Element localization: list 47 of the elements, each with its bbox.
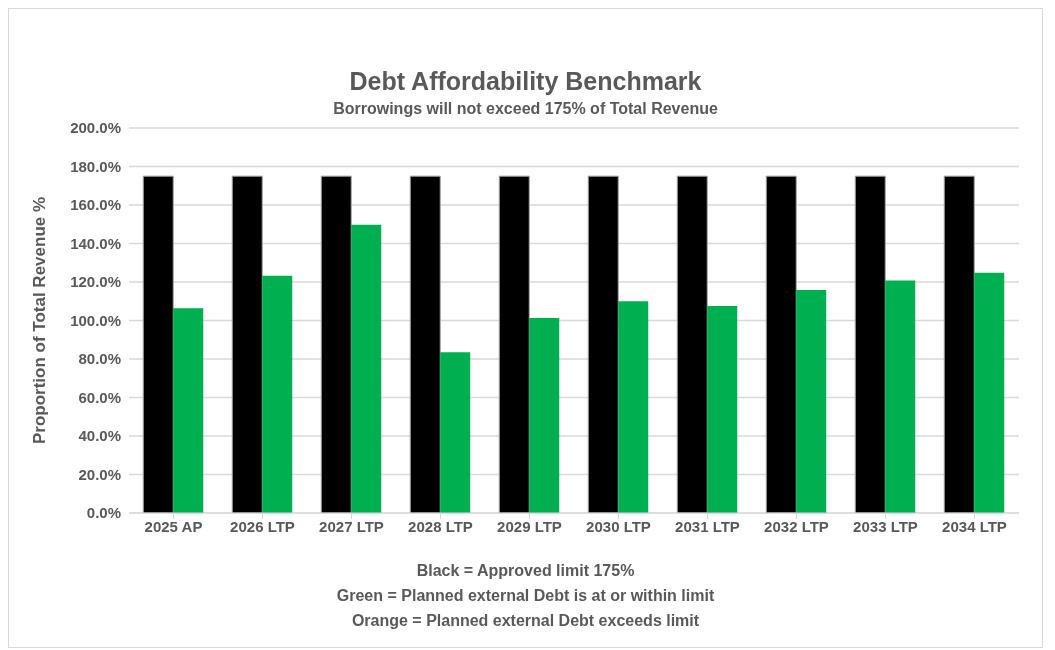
chart-subtitle: Borrowings will not exceed 175% of Total Revenue: [332, 100, 719, 118]
bar: [974, 272, 1005, 513]
bar: [498, 175, 530, 513]
x-tick-label: 2029 LTP: [497, 517, 562, 535]
bar: [529, 318, 560, 513]
bar: [231, 175, 263, 513]
y-tick-label: 100.0%: [70, 311, 121, 329]
bar: [676, 175, 708, 513]
bar: [262, 275, 293, 513]
x-tick-label: 2031 LTP: [675, 517, 740, 535]
y-tick-label: 200.0%: [70, 119, 121, 137]
bar: [587, 175, 619, 513]
y-tick-label: 120.0%: [70, 273, 121, 291]
bar: [618, 301, 649, 513]
text: Black = Approved limit 175%: [415, 561, 636, 581]
y-axis-title: Proportion of Total Revenue %: [30, 196, 50, 445]
x-tick-label: 2025 AP: [144, 517, 203, 535]
y-tick-label: 20.0%: [78, 465, 121, 483]
text: Green = Planned external Debt is at or within limit: [335, 586, 716, 606]
bar: [142, 175, 174, 513]
bar: [796, 290, 827, 513]
bar: [320, 175, 352, 513]
y-tick-label: 40.0%: [78, 427, 121, 445]
y-tick-label: 160.0%: [70, 196, 121, 214]
bar: [765, 175, 797, 513]
bar: [885, 280, 916, 513]
x-tick-label: 2026 LTP: [230, 517, 295, 535]
y-tick-label: 140.0%: [70, 234, 121, 252]
text: Orange = Planned external Debt exceeds limit: [350, 611, 701, 631]
x-tick-label: 2034 LTP: [942, 517, 1007, 535]
bar: [440, 352, 471, 513]
y-tick-label: 180.0%: [70, 157, 121, 175]
x-tick-label: 2030 LTP: [586, 517, 651, 535]
x-tick-label: 2028 LTP: [408, 517, 473, 535]
bar: [173, 308, 204, 513]
x-tick-label: 2033 LTP: [853, 517, 918, 535]
bar: [707, 306, 738, 513]
x-tick-label: 2027 LTP: [319, 517, 384, 535]
bar: [351, 224, 382, 513]
bar: [854, 175, 886, 513]
bar: [943, 175, 975, 513]
y-tick-label: 0.0%: [86, 504, 121, 522]
x-tick-label: 2032 LTP: [764, 517, 829, 535]
bar: [409, 175, 441, 513]
y-tick-label: 80.0%: [78, 350, 121, 368]
y-tick-label: 60.0%: [78, 388, 121, 406]
chart-title: Debt Affordability Benchmark: [348, 67, 703, 96]
